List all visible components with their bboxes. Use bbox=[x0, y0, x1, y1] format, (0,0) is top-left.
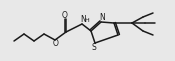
Text: O: O bbox=[53, 40, 59, 48]
Text: N: N bbox=[99, 13, 105, 21]
Text: O: O bbox=[62, 10, 68, 20]
Text: S: S bbox=[92, 43, 96, 53]
Text: N: N bbox=[80, 15, 86, 23]
Text: H: H bbox=[85, 18, 89, 23]
